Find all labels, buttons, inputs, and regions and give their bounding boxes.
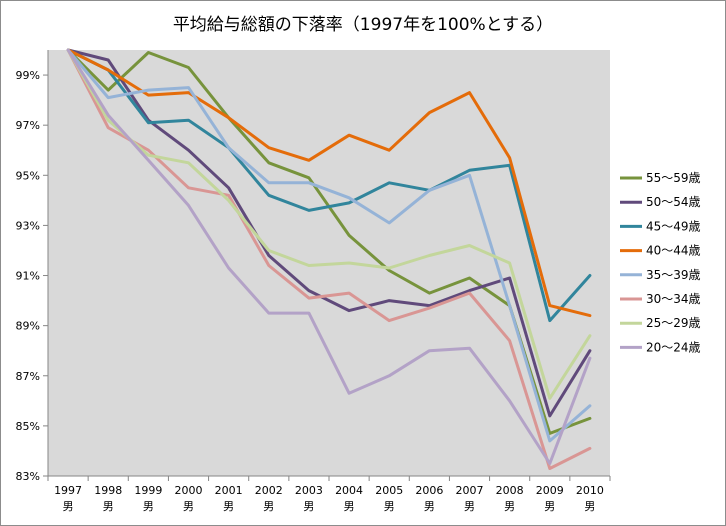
chart-title: 平均給与総額の下落率（1997年を100%とする）: [172, 15, 554, 35]
y-tick-label: 91%: [16, 270, 40, 283]
legend-label: 20～24歳: [646, 340, 701, 354]
legend-label: 55～59歳: [646, 171, 701, 185]
series-line: [66, 48, 592, 443]
x-tick-label: 2004 男: [335, 484, 363, 513]
x-tick-label: 2001 男: [215, 484, 243, 513]
legend-label: 45～49歳: [646, 219, 701, 233]
x-tick-label: 2008 男: [496, 484, 524, 513]
x-tick-label: 2002 男: [255, 484, 283, 513]
y-tick-label: 85%: [16, 420, 40, 433]
x-tick-label: 2000 男: [175, 484, 203, 513]
x-tick-label: 2006 男: [415, 484, 443, 513]
x-tick-label: 2009 男: [536, 484, 564, 513]
x-tick-label: 1999 男: [134, 484, 162, 513]
x-tick-label: 2010 男: [576, 484, 604, 513]
x-tick-label: 1998 男: [94, 484, 122, 513]
y-tick-label: 93%: [16, 219, 40, 232]
legend-label: 35～39歳: [646, 268, 701, 282]
x-tick-label: 2007 男: [456, 484, 484, 513]
y-tick-label: 99%: [16, 69, 40, 82]
y-tick-label: 83%: [16, 470, 40, 483]
x-tick-label: 2003 男: [295, 484, 323, 513]
y-tick-label: 87%: [16, 370, 40, 383]
series-line: [66, 48, 592, 400]
y-tick-label: 89%: [16, 320, 40, 333]
y-tick-label: 97%: [16, 119, 40, 132]
x-tick-label: 2005 男: [375, 484, 403, 513]
series-line: [66, 48, 592, 323]
series-line: [66, 48, 592, 465]
y-tick-label: 95%: [16, 169, 40, 182]
legend-label: 40～44歳: [646, 244, 701, 258]
legend-label: 50～54歳: [646, 195, 701, 209]
legend-label: 30～34歳: [646, 292, 701, 306]
series-line: [66, 48, 592, 318]
legend-label: 25～29歳: [646, 316, 701, 330]
x-tick-label: 1997 男: [54, 484, 82, 513]
